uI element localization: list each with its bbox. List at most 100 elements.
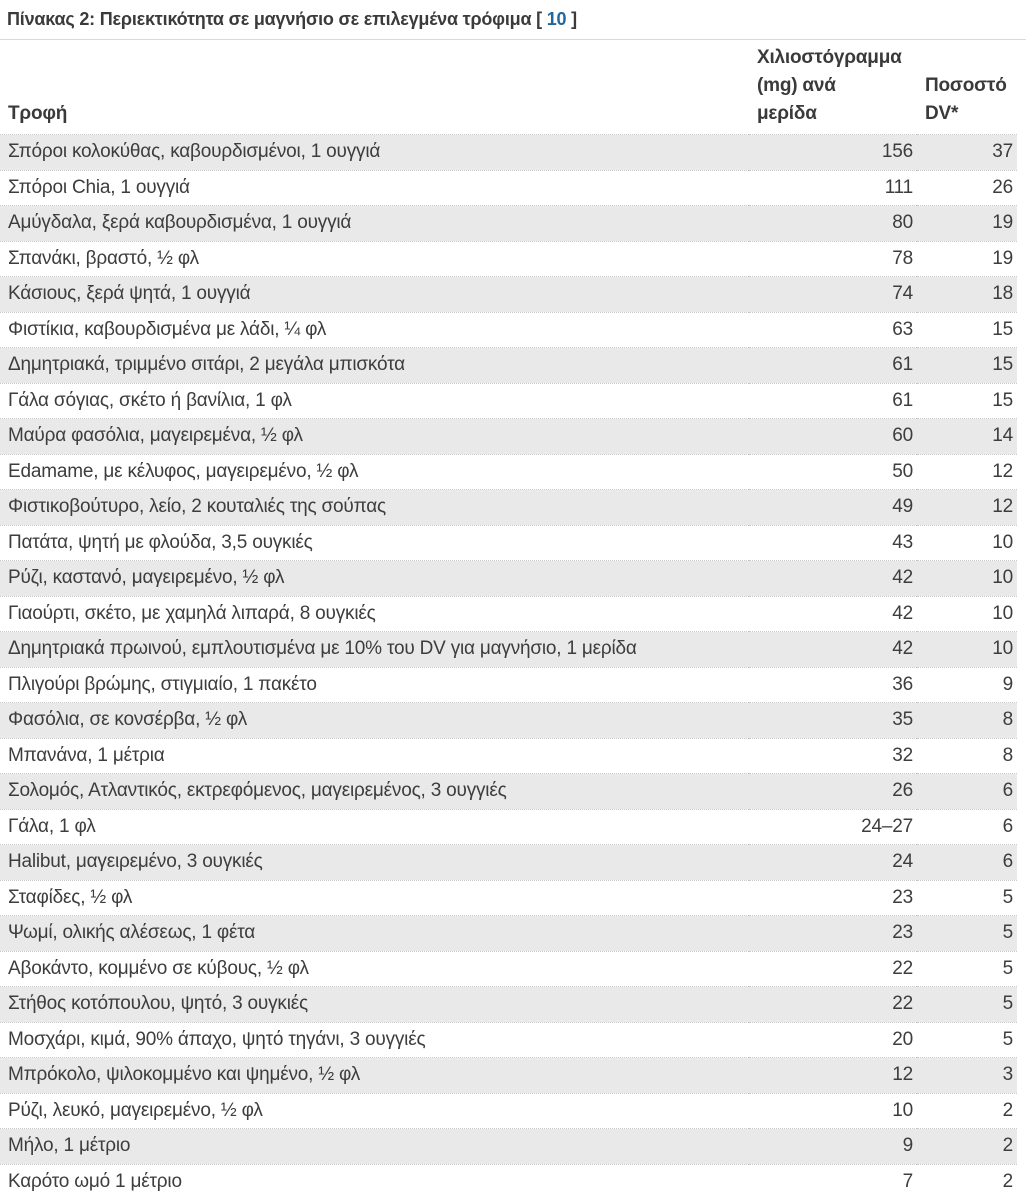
table-row: Αβοκάντο, κομμένο σε κύβους, ½ φλ 22 5 <box>0 950 1017 987</box>
food-cell: Φιστικοβούτυρο, λείο, 2 κουταλιές της σο… <box>0 489 749 525</box>
dv-cell: 5 <box>917 950 1017 987</box>
dv-cell: 8 <box>917 702 1017 738</box>
food-cell: Στήθος κοτόπουλου, ψητό, 3 ουγκιές <box>0 986 749 1022</box>
dv-cell: 6 <box>917 844 1017 880</box>
dv-cell: 10 <box>917 560 1017 596</box>
table-header: Τροφή Χιλιοστόγραμμα (mg) ανά μερίδα Ποσ… <box>0 40 1017 135</box>
food-cell: Σπόροι Chia, 1 ουγγιά <box>0 169 749 206</box>
mg-cell: 23 <box>749 879 917 916</box>
dv-cell: 5 <box>917 879 1017 916</box>
dv-cell: 10 <box>917 524 1017 561</box>
food-cell: Σπανάκι, βραστό, ½ φλ <box>0 240 749 277</box>
table-row: Σπόροι Chia, 1 ουγγιά 111 26 <box>0 169 1017 206</box>
table-row: Δημητριακά πρωινού, εμπλουτισμένα με 10%… <box>0 631 1017 667</box>
dv-cell: 2 <box>917 1092 1017 1129</box>
food-cell: Σταφίδες, ½ φλ <box>0 879 749 916</box>
dv-cell: 2 <box>917 1128 1017 1164</box>
food-cell: Πλιγούρι βρώμης, στιγμιαίο, 1 πακέτο <box>0 666 749 703</box>
caption-text: Πίνακας 2: Περιεκτικότητα σε μαγνήσιο σε… <box>7 9 532 29</box>
mg-cell: 61 <box>749 347 917 383</box>
table-row: Μοσχάρι, κιμά, 90% άπαχο, ψητό τηγάνι, 3… <box>0 1021 1017 1058</box>
food-cell: Καρότο ωμό 1 μέτριο <box>0 1163 749 1199</box>
table-row: Μπρόκολο, ψιλοκομμένο και ψημένο, ½ φλ 12… <box>0 1057 1017 1093</box>
dv-cell: 15 <box>917 311 1017 348</box>
table-row: Σολομός, Ατλαντικός, εκτρεφόμενος, μαγει… <box>0 773 1017 809</box>
mg-cell: 42 <box>749 560 917 596</box>
food-cell: Ρύζι, λευκό, μαγειρεμένο, ½ φλ <box>0 1092 749 1129</box>
dv-cell: 18 <box>917 276 1017 312</box>
mg-cell: 10 <box>749 1092 917 1129</box>
dv-cell: 12 <box>917 453 1017 490</box>
header-row: Τροφή Χιλιοστόγραμμα (mg) ανά μερίδα Ποσ… <box>0 40 1017 135</box>
mg-cell: 12 <box>749 1057 917 1093</box>
mg-cell: 80 <box>749 205 917 241</box>
table-row: Γάλα, 1 φλ 24–27 6 <box>0 808 1017 845</box>
table-row: Πατάτα, ψητή με φλούδα, 3,5 ουγκιές 43 10 <box>0 524 1017 561</box>
dv-cell: 3 <box>917 1057 1017 1093</box>
food-cell: Γάλα σόγιας, σκέτο ή βανίλια, 1 φλ <box>0 382 749 419</box>
food-cell: Γιαούρτι, σκέτο, με χαμηλά λιπαρά, 8 ουγ… <box>0 595 749 632</box>
column-header-percent-dv: Ποσοστό DV* <box>917 40 1017 135</box>
dv-cell: 9 <box>917 666 1017 703</box>
table-row: Καρότο ωμό 1 μέτριο 7 2 <box>0 1163 1017 1199</box>
table-row: Σταφίδες, ½ φλ 23 5 <box>0 879 1017 916</box>
food-cell: Μοσχάρι, κιμά, 90% άπαχο, ψητό τηγάνι, 3… <box>0 1021 749 1058</box>
food-cell: Δημητριακά, τριμμένο σιτάρι, 2 μεγάλα μπ… <box>0 347 749 383</box>
table-row: Γάλα σόγιας, σκέτο ή βανίλια, 1 φλ 61 15 <box>0 382 1017 419</box>
mg-cell: 22 <box>749 986 917 1022</box>
dv-cell: 8 <box>917 737 1017 774</box>
table-row: Γιαούρτι, σκέτο, με χαμηλά λιπαρά, 8 ουγ… <box>0 595 1017 632</box>
table-row: Πλιγούρι βρώμης, στιγμιαίο, 1 πακέτο 36 9 <box>0 666 1017 703</box>
mg-cell: 61 <box>749 382 917 419</box>
table-row: Μαύρα φασόλια, μαγειρεμένα, ½ φλ 60 14 <box>0 418 1017 454</box>
food-cell: Ψωμί, ολικής αλέσεως, 1 φέτα <box>0 915 749 951</box>
dv-cell: 19 <box>917 240 1017 277</box>
food-cell: Σολομός, Ατλαντικός, εκτρεφόμενος, μαγει… <box>0 773 749 809</box>
mg-cell: 74 <box>749 276 917 312</box>
mg-cell: 43 <box>749 524 917 561</box>
table-row: Στήθος κοτόπουλου, ψητό, 3 ουγκιές 22 5 <box>0 986 1017 1022</box>
dv-cell: 5 <box>917 1021 1017 1058</box>
mg-cell: 49 <box>749 489 917 525</box>
magnesium-table: Τροφή Χιλιοστόγραμμα (mg) ανά μερίδα Ποσ… <box>0 40 1017 1199</box>
food-cell: Halibut, μαγειρεμένο, 3 ουγκιές <box>0 844 749 880</box>
table-row: Σπόροι κολοκύθας, καβουρδισμένοι, 1 ουγγ… <box>0 134 1017 170</box>
dv-cell: 2 <box>917 1163 1017 1199</box>
mg-cell: 7 <box>749 1163 917 1199</box>
mg-cell: 36 <box>749 666 917 703</box>
food-cell: Μπρόκολο, ψιλοκομμένο και ψημένο, ½ φλ <box>0 1057 749 1093</box>
mg-cell: 78 <box>749 240 917 277</box>
dv-cell: 19 <box>917 205 1017 241</box>
dv-cell: 6 <box>917 773 1017 809</box>
mg-cell: 20 <box>749 1021 917 1058</box>
dv-cell: 15 <box>917 347 1017 383</box>
mg-cell: 9 <box>749 1128 917 1164</box>
dv-cell: 37 <box>917 134 1017 170</box>
caption-bracket-open: [ <box>531 9 547 29</box>
food-cell: Ρύζι, καστανό, μαγειρεμένο, ½ φλ <box>0 560 749 596</box>
reference-link[interactable]: 10 <box>546 9 567 29</box>
table-row: Κάσιους, ξερά ψητά, 1 ουγγιά 74 18 <box>0 276 1017 312</box>
table-row: Ρύζι, λευκό, μαγειρεμένο, ½ φλ 10 2 <box>0 1092 1017 1129</box>
table-row: Δημητριακά, τριμμένο σιτάρι, 2 μεγάλα μπ… <box>0 347 1017 383</box>
dv-cell: 10 <box>917 631 1017 667</box>
mg-cell: 24–27 <box>749 808 917 845</box>
mg-cell: 50 <box>749 453 917 490</box>
table-row: Φιστίκια, καβουρδισμένα με λάδι, ¼ φλ 63 1… <box>0 311 1017 348</box>
dv-cell: 12 <box>917 489 1017 525</box>
food-cell: Πατάτα, ψητή με φλούδα, 3,5 ουγκιές <box>0 524 749 561</box>
mg-cell: 23 <box>749 915 917 951</box>
mg-cell: 24 <box>749 844 917 880</box>
mg-cell: 22 <box>749 950 917 987</box>
table-row: Μπανάνα, 1 μέτρια 32 8 <box>0 737 1017 774</box>
food-cell: Κάσιους, ξερά ψητά, 1 ουγγιά <box>0 276 749 312</box>
mg-cell: 42 <box>749 595 917 632</box>
table-body: Σπόροι κολοκύθας, καβουρδισμένοι, 1 ουγγ… <box>0 134 1017 1199</box>
dv-cell: 6 <box>917 808 1017 845</box>
food-cell: Φιστίκια, καβουρδισμένα με λάδι, ¼ φλ <box>0 311 749 348</box>
column-header-mg-per-serving: Χιλιοστόγραμμα (mg) ανά μερίδα <box>749 40 917 135</box>
dv-cell: 14 <box>917 418 1017 454</box>
food-cell: Δημητριακά πρωινού, εμπλουτισμένα με 10%… <box>0 631 749 667</box>
mg-cell: 60 <box>749 418 917 454</box>
